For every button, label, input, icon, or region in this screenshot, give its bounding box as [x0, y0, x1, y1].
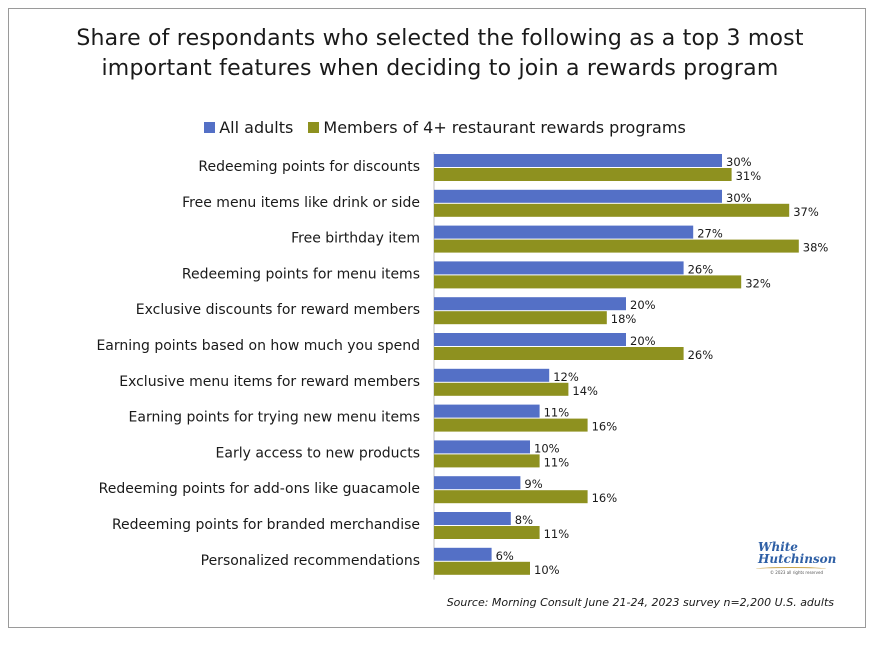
category-label-redeeming-points-for-menu-items: Redeeming points for menu items — [182, 266, 420, 282]
data-label-members-free-birthday-item: 38% — [803, 241, 829, 255]
data-label-all-adults-early-access-to-new-products: 10% — [534, 441, 560, 455]
legend-swatch-all-adults — [204, 122, 216, 133]
data-label-members-free-menu-items-like-drink-or-side: 37% — [793, 205, 819, 219]
logo-line-2: Hutchinson — [758, 552, 837, 566]
legend-label-all-adults: All adults — [219, 118, 294, 137]
logo-tagline: © 2023 all rights reserved — [770, 570, 823, 575]
data-label-members-earning-points-for-trying-new-menu-items: 16% — [592, 420, 618, 434]
chart-title-line-2: important features when deciding to join… — [101, 56, 779, 81]
category-label-redeeming-points-for-branded-merchandise: Redeeming points for branded merchandise — [112, 517, 420, 533]
category-label-personalized-recommendations: Personalized recommendations — [201, 553, 420, 569]
logo-line-1: White — [758, 540, 798, 554]
category-label-early-access-to-new-products: Early access to new products — [216, 445, 420, 461]
bar-members-redeeming-points-for-add-ons-like-guacamole — [434, 490, 588, 504]
data-label-members-redeeming-points-for-add-ons-like-guacamole: 16% — [592, 491, 618, 505]
chart-title: Share of respondants who selected the fo… — [0, 24, 880, 84]
bar-members-exclusive-menu-items-for-reward-members — [434, 382, 569, 396]
category-label-earning-points-based-on-how-much-you-spend: Earning points based on how much you spe… — [96, 338, 420, 354]
bar-members-earning-points-for-trying-new-menu-items — [434, 418, 588, 432]
data-label-all-adults-exclusive-discounts-for-reward-members: 20% — [630, 298, 656, 312]
legend-swatch-members — [308, 122, 320, 133]
data-label-all-adults-free-menu-items-like-drink-or-side: 30% — [726, 191, 752, 205]
category-label-free-menu-items-like-drink-or-side: Free menu items like drink or side — [182, 195, 420, 211]
category-label-earning-points-for-trying-new-menu-items: Earning points for trying new menu items — [129, 410, 420, 426]
data-label-all-adults-free-birthday-item: 27% — [697, 227, 723, 241]
data-label-all-adults-redeeming-points-for-discounts: 30% — [726, 155, 752, 169]
data-label-members-redeeming-points-for-branded-merchandise: 11% — [544, 527, 570, 541]
source-note: Source: Morning Consult June 21-24, 2023… — [446, 596, 834, 609]
bar-all-adults-redeeming-points-for-discounts — [434, 154, 722, 167]
bar-members-earning-points-based-on-how-much-you-spend — [434, 347, 684, 360]
data-label-all-adults-earning-points-for-trying-new-menu-items: 11% — [544, 406, 570, 420]
category-label-redeeming-points-for-discounts: Redeeming points for discounts — [198, 159, 420, 175]
bar-all-adults-redeeming-points-for-menu-items — [434, 261, 684, 275]
data-label-members-redeeming-points-for-discounts: 31% — [736, 169, 762, 183]
bar-all-adults-personalized-recommendations — [434, 547, 492, 561]
bar-all-adults-earning-points-based-on-how-much-you-spend — [434, 333, 626, 346]
data-label-members-exclusive-menu-items-for-reward-members: 14% — [572, 384, 598, 398]
bar-members-redeeming-points-for-discounts — [434, 168, 732, 181]
data-label-members-earning-points-based-on-how-much-you-spend: 26% — [688, 348, 714, 362]
bar-members-free-birthday-item — [434, 239, 799, 253]
bar-members-redeeming-points-for-menu-items — [434, 275, 742, 289]
bar-all-adults-exclusive-discounts-for-reward-members — [434, 297, 626, 311]
bar-members-personalized-recommendations — [434, 561, 530, 575]
legend-label-members: Members of 4+ restaurant rewards program… — [323, 118, 686, 137]
bar-members-exclusive-discounts-for-reward-members — [434, 311, 607, 325]
bar-all-adults-free-menu-items-like-drink-or-side — [434, 189, 722, 203]
bar-all-adults-redeeming-points-for-branded-merchandise — [434, 512, 511, 525]
bar-all-adults-exclusive-menu-items-for-reward-members — [434, 368, 550, 382]
bar-all-adults-earning-points-for-trying-new-menu-items — [434, 404, 540, 418]
category-label-redeeming-points-for-add-ons-like-guacamole: Redeeming points for add-ons like guacam… — [99, 481, 420, 497]
logo-swoosh — [756, 567, 826, 571]
white-hutchinson-logo: White Hutchinson © 2023 all rights reser… — [752, 540, 836, 584]
category-label-exclusive-menu-items-for-reward-members: Exclusive menu items for reward members — [119, 374, 420, 390]
category-label-exclusive-discounts-for-reward-members: Exclusive discounts for reward members — [136, 302, 420, 318]
category-label-free-birthday-item: Free birthday item — [291, 231, 420, 247]
bar-all-adults-free-birthday-item — [434, 225, 694, 239]
data-label-all-adults-earning-points-based-on-how-much-you-spend: 20% — [630, 334, 656, 348]
bar-members-early-access-to-new-products — [434, 454, 540, 468]
chart-title-line-1: Share of respondants who selected the fo… — [76, 26, 804, 51]
data-label-all-adults-personalized-recommendations: 6% — [496, 549, 514, 563]
data-label-members-early-access-to-new-products: 11% — [544, 455, 570, 469]
data-label-members-personalized-recommendations: 10% — [534, 563, 560, 577]
data-label-all-adults-exclusive-menu-items-for-reward-members: 12% — [553, 370, 579, 384]
bar-members-redeeming-points-for-branded-merchandise — [434, 526, 540, 539]
bar-members-free-menu-items-like-drink-or-side — [434, 203, 790, 217]
data-label-all-adults-redeeming-points-for-branded-merchandise: 8% — [515, 513, 533, 527]
bar-all-adults-early-access-to-new-products — [434, 440, 530, 454]
data-label-all-adults-redeeming-points-for-add-ons-like-guacamole: 9% — [524, 477, 542, 491]
legend: All adults Members of 4+ restaurant rewa… — [0, 118, 880, 137]
data-label-members-exclusive-discounts-for-reward-members: 18% — [611, 312, 637, 326]
bar-all-adults-redeeming-points-for-add-ons-like-guacamole — [434, 476, 521, 490]
data-label-all-adults-redeeming-points-for-menu-items: 26% — [688, 262, 714, 276]
data-label-members-redeeming-points-for-menu-items: 32% — [745, 276, 771, 290]
